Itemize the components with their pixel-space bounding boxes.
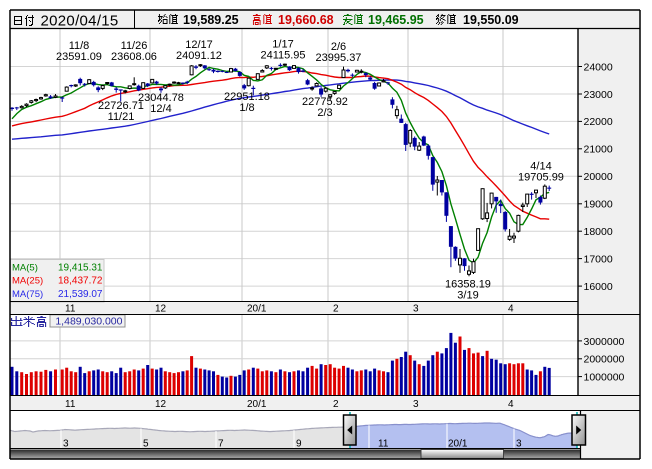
svg-text:16358.19: 16358.19 <box>445 279 491 291</box>
svg-text:1/17: 1/17 <box>272 39 293 51</box>
svg-text:12: 12 <box>155 399 167 410</box>
svg-text:4: 4 <box>508 399 514 410</box>
svg-text:12/17: 12/17 <box>185 39 213 51</box>
svg-text:1000000: 1000000 <box>584 371 625 383</box>
svg-text:11/8: 11/8 <box>69 40 90 52</box>
svg-text:9: 9 <box>296 439 302 450</box>
svg-text:MA(75): MA(75) <box>12 289 43 300</box>
svg-text:22000: 22000 <box>584 116 613 128</box>
svg-text:16000: 16000 <box>584 281 613 293</box>
svg-text:MA(25): MA(25) <box>12 276 43 287</box>
svg-text:21,539.07: 21,539.07 <box>58 289 103 300</box>
svg-text:21000: 21000 <box>584 144 613 156</box>
svg-text:3: 3 <box>516 439 522 450</box>
svg-text:3: 3 <box>63 439 69 450</box>
svg-text:3000000: 3000000 <box>584 336 625 348</box>
svg-text:20000: 20000 <box>584 171 613 183</box>
svg-text:3: 3 <box>413 304 419 315</box>
svg-text:3/19: 3/19 <box>457 290 478 302</box>
svg-text:22951.18: 22951.18 <box>224 91 270 103</box>
svg-text:4/14: 4/14 <box>530 161 551 173</box>
svg-text:2: 2 <box>333 399 339 410</box>
svg-text:22726.71: 22726.71 <box>98 100 144 112</box>
svg-text:19,415.31: 19,415.31 <box>58 263 103 274</box>
svg-text:24091.12: 24091.12 <box>176 50 222 62</box>
svg-text:24115.95: 24115.95 <box>260 50 305 62</box>
svg-text:20/1: 20/1 <box>247 399 267 410</box>
svg-text:19,660.68: 19,660.68 <box>278 13 334 27</box>
svg-text:23608.06: 23608.06 <box>111 51 157 63</box>
svg-text:1/8: 1/8 <box>239 102 254 114</box>
svg-text:24000: 24000 <box>584 61 613 73</box>
svg-text:1,489,030.000: 1,489,030.000 <box>55 315 122 327</box>
svg-text:4: 4 <box>508 304 514 315</box>
svg-text:2/6: 2/6 <box>331 41 346 53</box>
svg-text:12/4: 12/4 <box>150 103 171 115</box>
svg-text:11: 11 <box>378 439 389 450</box>
svg-text:19705.99: 19705.99 <box>518 172 564 184</box>
svg-text:19000: 19000 <box>584 199 613 211</box>
svg-text:17000: 17000 <box>584 253 613 265</box>
svg-text:23591.09: 23591.09 <box>56 51 102 63</box>
svg-text:20/1: 20/1 <box>448 439 468 450</box>
svg-text:11/21: 11/21 <box>108 111 135 123</box>
svg-text:18000: 18000 <box>584 226 613 238</box>
svg-text:19,550.09: 19,550.09 <box>463 13 519 27</box>
svg-text:23044.78: 23044.78 <box>138 92 184 104</box>
svg-text:19,589.25: 19,589.25 <box>183 13 239 27</box>
svg-text:2: 2 <box>333 304 339 315</box>
svg-text:20/1: 20/1 <box>247 304 267 315</box>
svg-text:12: 12 <box>155 304 167 315</box>
svg-text:11/26: 11/26 <box>121 40 148 52</box>
svg-text:11: 11 <box>65 304 76 315</box>
svg-text:2/3: 2/3 <box>317 107 332 119</box>
svg-text:5: 5 <box>143 439 149 450</box>
svg-text:22775.92: 22775.92 <box>302 96 348 108</box>
svg-text:3: 3 <box>413 399 419 410</box>
svg-text:2000000: 2000000 <box>584 354 625 366</box>
svg-text:7: 7 <box>218 439 224 450</box>
svg-text:23995.37: 23995.37 <box>316 52 362 64</box>
svg-text:MA(5): MA(5) <box>12 263 38 274</box>
svg-text:19,465.95: 19,465.95 <box>368 13 424 27</box>
svg-text:11: 11 <box>65 399 76 410</box>
svg-text:2020/04/15: 2020/04/15 <box>41 12 119 29</box>
svg-text:18,437.72: 18,437.72 <box>58 276 103 287</box>
svg-text:23000: 23000 <box>584 89 613 101</box>
